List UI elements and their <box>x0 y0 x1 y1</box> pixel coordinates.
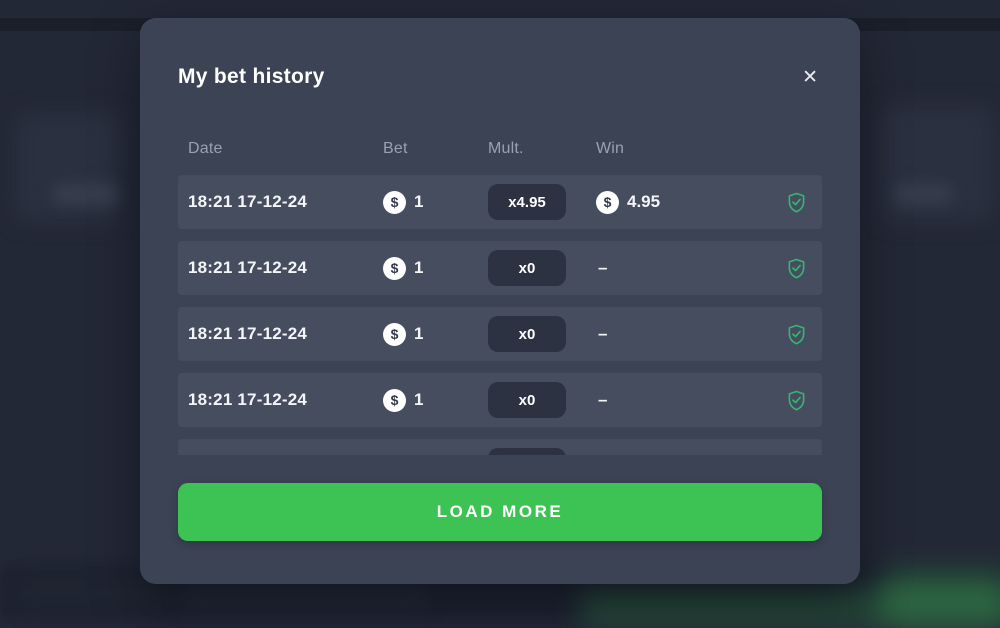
win-amount: $ 4.95 <box>596 190 766 214</box>
table-row: 18:21 17-12-24 $ 1 x0 $ – <box>178 241 822 295</box>
bet-value: 1 <box>414 192 424 211</box>
multiplier-cell: x4.95 <box>488 184 596 220</box>
column-header-date: Date <box>188 140 223 157</box>
coin-icon: $ <box>383 190 406 214</box>
multiplier-badge: x4.95 <box>488 184 566 220</box>
modal-title: My bet history <box>178 65 325 88</box>
win-value: – <box>598 258 608 277</box>
bet-amount: $ 1 <box>383 256 488 280</box>
provably-fair-shield-icon <box>766 324 806 345</box>
multiplier-badge: x0 <box>488 448 566 455</box>
background-blur-blob <box>52 183 118 205</box>
win-amount: $ – <box>596 258 766 278</box>
column-header-bet: Bet <box>383 140 408 157</box>
win-amount: $ – <box>596 324 766 344</box>
multiplier-badge: x0 <box>488 316 566 352</box>
provably-fair-shield-icon <box>766 192 806 213</box>
bet-history-modal: My bet history ✕ Date Bet Mult. Win 18:2… <box>140 18 860 584</box>
coin-icon: $ <box>383 388 406 412</box>
background-blur-blob <box>895 183 953 205</box>
bet-amount: $ 1 <box>383 190 488 214</box>
table-row: 18:21 17-12-24 $ 1 x0 $ – <box>178 307 822 361</box>
column-header-mult: Mult. <box>488 140 524 157</box>
win-value: – <box>598 324 608 343</box>
multiplier-cell: x0 <box>488 316 596 352</box>
win-value: – <box>598 390 608 409</box>
coin-icon: $ <box>383 322 406 346</box>
bet-rows-list[interactable]: 18:21 17-12-24 $ 1 x4.95 $ 4.95 18:21 17… <box>178 175 822 455</box>
multiplier-cell: x0 <box>488 250 596 286</box>
bet-value: 1 <box>414 324 424 343</box>
bet-value: 1 <box>414 390 424 409</box>
bet-date: 18:21 17-12-24 <box>188 192 308 211</box>
bet-date: 18:21 17-12-24 <box>188 258 308 277</box>
coin-icon: $ <box>383 256 406 280</box>
table-row: 18:21 17-12-24 $ 1 x0 $ – <box>178 439 822 455</box>
background-green-glow <box>880 570 1000 625</box>
multiplier-badge: x0 <box>488 250 566 286</box>
coin-icon: $ <box>596 190 619 214</box>
bet-amount: $ 1 <box>383 454 488 455</box>
table-header-row: Date Bet Mult. Win <box>178 138 822 160</box>
load-more-button[interactable]: LOAD MORE <box>178 483 822 541</box>
column-header-win: Win <box>596 140 625 157</box>
bet-amount: $ 1 <box>383 322 488 346</box>
bet-value: 1 <box>414 258 424 277</box>
modal-header: My bet history ✕ <box>178 18 822 92</box>
table-row: 18:21 17-12-24 $ 1 x4.95 $ 4.95 <box>178 175 822 229</box>
multiplier-badge: x0 <box>488 382 566 418</box>
table-row: 18:21 17-12-24 $ 1 x0 $ – <box>178 373 822 427</box>
multiplier-cell: x0 <box>488 382 596 418</box>
bet-date: 18:21 17-12-24 <box>188 390 308 409</box>
bet-date: 18:21 17-12-24 <box>188 324 308 343</box>
win-value: 4.95 <box>627 192 661 211</box>
multiplier-cell: x0 <box>488 448 596 455</box>
provably-fair-shield-icon <box>766 258 806 279</box>
coin-icon: $ <box>383 454 406 455</box>
provably-fair-shield-icon <box>766 390 806 411</box>
close-icon[interactable]: ✕ <box>798 64 822 91</box>
win-amount: $ – <box>596 390 766 410</box>
bet-amount: $ 1 <box>383 388 488 412</box>
background-blur-blob <box>180 580 430 610</box>
